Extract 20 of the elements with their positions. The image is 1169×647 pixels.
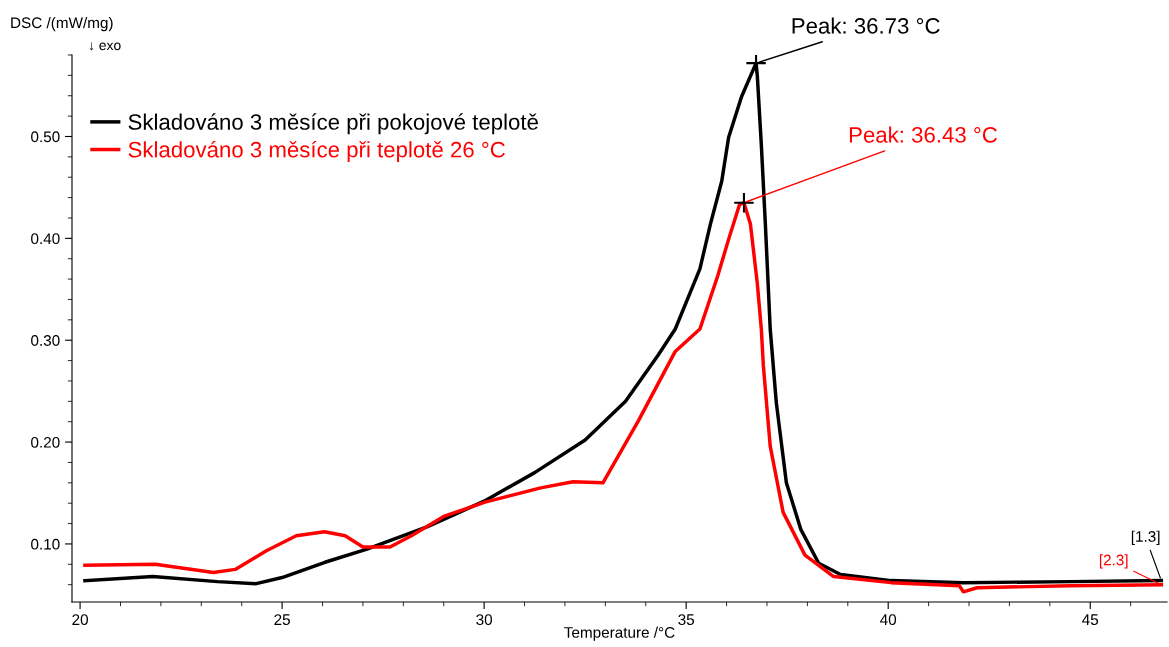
annotation: [1.3]: [1131, 530, 1160, 545]
x-axis-title: Temperature /°C: [564, 626, 675, 641]
x-tick-label: 25: [274, 614, 290, 626]
y-tick-label: 0.10: [31, 538, 60, 550]
x-tick-label: 35: [678, 614, 695, 626]
x-tick-label: 45: [1082, 614, 1099, 626]
legend-label: Skladováno 3 měsíce při teplotě 26 °C: [128, 140, 505, 162]
y-tick-label: 0.30: [31, 335, 60, 346]
legend-label: Skladováno 3 měsíce při pokojové teplotě: [128, 113, 538, 135]
y-tick-label: 0.40: [31, 233, 60, 245]
y-axis-title: DSC /(mW/mg): [11, 16, 113, 32]
annotation: Peak: 36.73 °C: [792, 17, 940, 34]
x-tick-label: 40: [880, 614, 897, 626]
x-tick-label: 20: [72, 614, 88, 626]
y-tick-label: 0.50: [31, 131, 60, 143]
x-tick-label: 30: [476, 614, 493, 626]
annotation: [2.3]: [1099, 554, 1128, 569]
text: ↓ exo: [89, 42, 121, 51]
annotation: Peak: 36.43 °C: [849, 126, 997, 143]
y-tick-label: 0.20: [31, 436, 60, 448]
